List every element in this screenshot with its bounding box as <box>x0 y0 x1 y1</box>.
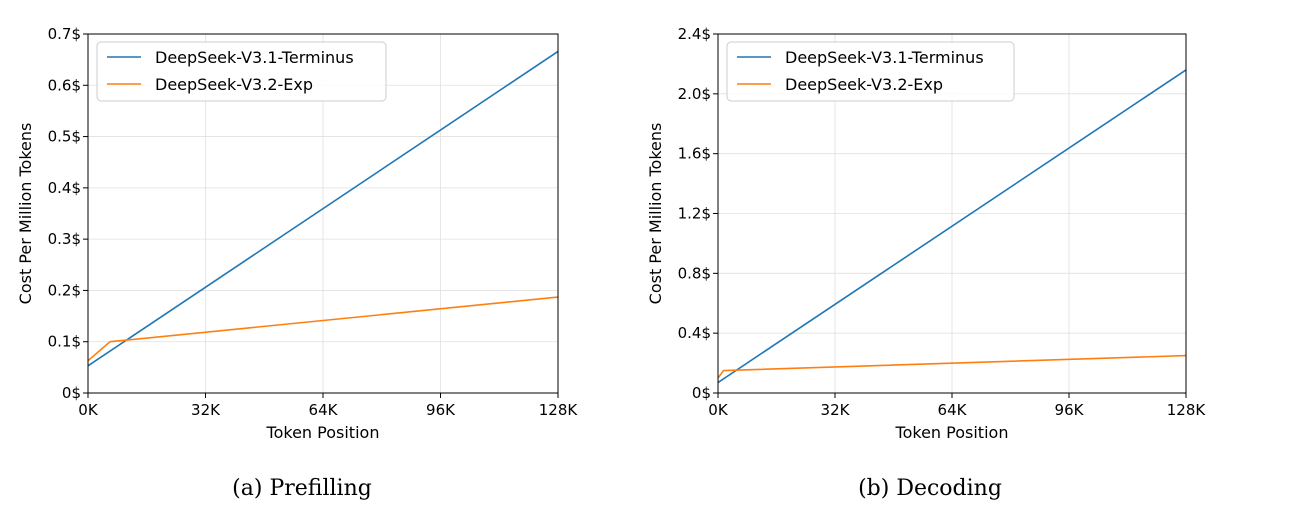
y-tick-label: 1.6$ <box>678 145 711 163</box>
y-tick-label: 0$ <box>692 384 711 402</box>
y-tick-label: 0.5$ <box>48 128 81 146</box>
y-tick-label: 0.2$ <box>48 281 81 299</box>
y-tick-label: 0.6$ <box>48 76 81 94</box>
legend-label-0: DeepSeek-V3.1-Terminus <box>785 48 984 67</box>
series-line-0 <box>717 69 1187 384</box>
x-tick-label: 32K <box>191 401 221 419</box>
y-tick-label: 0$ <box>62 384 81 402</box>
x-tick-label: 128K <box>1167 401 1207 419</box>
series-line-1 <box>87 296 559 362</box>
x-tick-label: 32K <box>821 401 851 419</box>
x-tick-label: 64K <box>309 401 339 419</box>
y-tick-label: 0.8$ <box>678 264 711 282</box>
y-tick-label: 2.0$ <box>678 85 711 103</box>
x-tick-label: 96K <box>1055 401 1085 419</box>
legend-box <box>726 41 1015 102</box>
legend-box <box>96 41 387 102</box>
legend-label-0: DeepSeek-V3.1-Terminus <box>155 48 354 67</box>
chart-caption: (b) Decoding <box>858 476 1002 501</box>
x-axis-label: Token Position <box>895 423 1009 442</box>
chart-prefilling: 0K 32K 64K 96K 128K 0$ 0.1$ 0.2$ 0.3$ 0.4$ 0.5$ 0.6… <box>16 25 578 501</box>
y-tick-label: 0.1$ <box>48 333 81 351</box>
legend-label-1: DeepSeek-V3.2-Exp <box>785 75 943 94</box>
x-tick-label: 96K <box>426 401 456 419</box>
y-tick-label: 0.7$ <box>48 25 81 43</box>
y-tick-label: 1.2$ <box>678 205 711 223</box>
x-tick-label: 128K <box>539 401 579 419</box>
y-axis-label: Cost Per Million Tokens <box>646 123 665 305</box>
y-tick-label: 0.3$ <box>48 230 81 248</box>
legend-label-1: DeepSeek-V3.2-Exp <box>155 75 313 94</box>
chart-caption: (a) Prefilling <box>232 476 372 501</box>
x-tick-label: 0K <box>78 401 99 419</box>
series-line-1 <box>717 354 1187 379</box>
x-axis-label: Token Position <box>266 423 380 442</box>
y-tick-label: 0.4$ <box>678 324 711 342</box>
series-line-0 <box>87 50 559 367</box>
y-tick-label: 0.4$ <box>48 179 81 197</box>
x-tick-label: 64K <box>938 401 968 419</box>
y-tick-label: 2.4$ <box>678 25 711 43</box>
chart-decoding: 0K 32K 64K 96K 128K 0$ 0.4$ 0.8$ 1.2$ 1.6$ 2.0$ 2.4… <box>646 25 1206 501</box>
y-axis-label: Cost Per Million Tokens <box>16 123 35 305</box>
x-tick-label: 0K <box>708 401 729 419</box>
